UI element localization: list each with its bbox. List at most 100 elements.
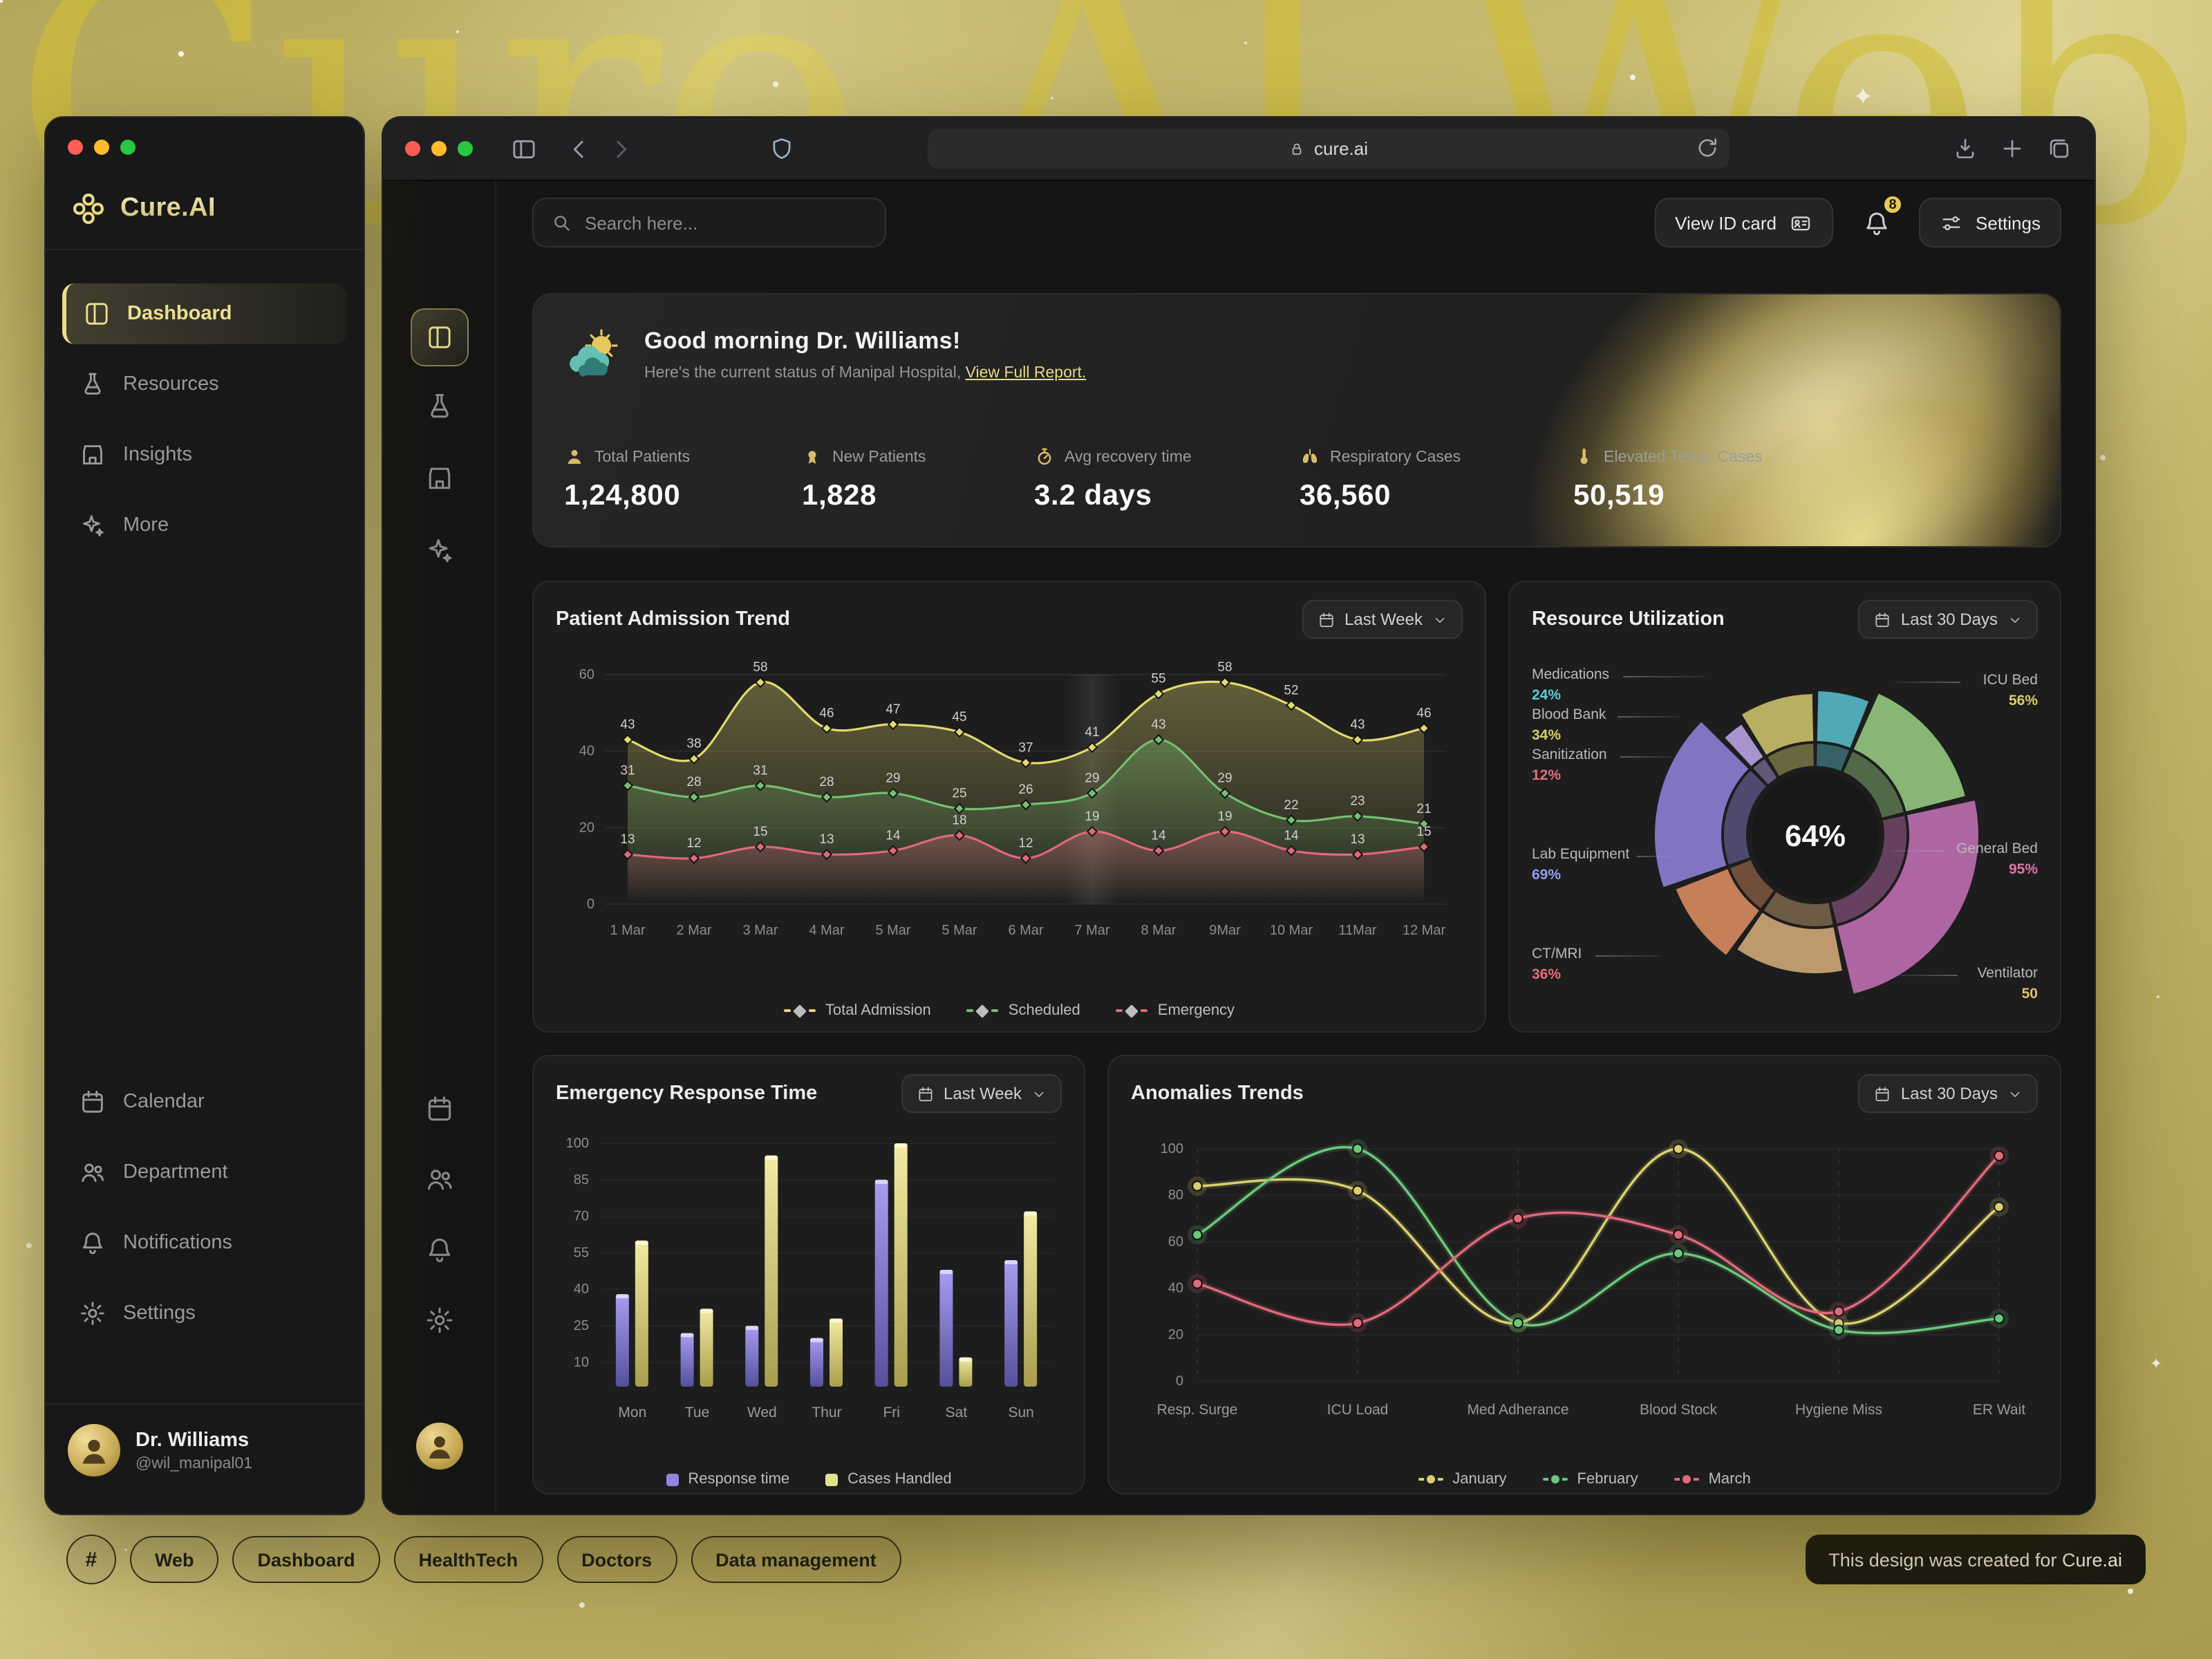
svg-text:15: 15 (753, 825, 767, 839)
lock-icon (1289, 140, 1306, 157)
sidebar-toggle-button[interactable] (506, 131, 542, 167)
rail-notifications-icon[interactable] (424, 1235, 454, 1265)
rail-dashboard-icon[interactable] (410, 308, 468, 366)
maximize-button[interactable] (120, 140, 135, 155)
svg-text:19: 19 (1085, 809, 1099, 824)
svg-text:Mon: Mon (618, 1405, 646, 1421)
brand-name: Cure.AI (120, 194, 216, 223)
leader-line (1637, 856, 1673, 857)
search-input[interactable] (585, 212, 868, 233)
minimize-button[interactable] (431, 141, 447, 156)
sidebar-item-department[interactable]: Department (62, 1142, 347, 1203)
window-controls (405, 141, 473, 156)
stat-value: 36,560 (1300, 480, 1391, 512)
notifications-button[interactable]: 8 (1853, 194, 1904, 246)
svg-text:3 Mar: 3 Mar (742, 923, 778, 938)
sliders-icon (1940, 211, 1963, 234)
stat-avg-recovery: Avg recovery time 3.2 days (1034, 447, 1300, 513)
tab-overview-icon[interactable] (2046, 135, 2072, 162)
svg-text:60: 60 (1168, 1234, 1183, 1249)
tag-data-management[interactable]: Data management (691, 1536, 901, 1583)
stat-new-patients: New Patients 1,828 (802, 447, 1034, 513)
rail-department-icon[interactable] (424, 1164, 454, 1194)
calendar-icon (916, 1085, 934, 1103)
legend-marker (666, 1473, 679, 1485)
hash-tag[interactable]: # (66, 1535, 116, 1584)
sidebar-item-more[interactable]: More (62, 495, 347, 556)
rail-settings-icon[interactable] (424, 1305, 454, 1335)
card-title: Resource Utilization (1532, 608, 1725, 630)
tag-doctors[interactable]: Doctors (556, 1536, 677, 1583)
card-title: Anomalies Trends (1131, 1082, 1304, 1105)
close-button[interactable] (405, 141, 420, 156)
forward-button[interactable] (603, 131, 639, 167)
flask-icon (79, 371, 106, 398)
svg-text:5 Mar: 5 Mar (941, 923, 977, 938)
svg-text:20: 20 (579, 820, 594, 835)
sidebar-item-label: Settings (123, 1302, 196, 1324)
rail-more-icon[interactable] (424, 535, 454, 565)
svg-text:43: 43 (620, 718, 635, 732)
sidebar-item-insights[interactable]: Insights (62, 424, 347, 485)
maximize-button[interactable] (458, 141, 473, 156)
tag-dashboard[interactable]: Dashboard (232, 1536, 380, 1583)
back-button[interactable] (561, 131, 597, 167)
sidebar-item-calendar[interactable]: Calendar (62, 1071, 347, 1132)
svg-text:12 Mar: 12 Mar (1403, 923, 1446, 938)
time-range-dropdown[interactable]: Last Week (1302, 600, 1463, 639)
browser-actions (1952, 135, 2072, 162)
svg-text:20: 20 (1168, 1327, 1183, 1342)
sidebar-item-label: Department (123, 1161, 228, 1183)
design-credit-note: This design was created for Cure.ai (1805, 1535, 2146, 1584)
user-handle: @wil_manipal01 (135, 1455, 253, 1472)
address-bar[interactable]: cure.ai (928, 129, 1730, 169)
tag-healthtech[interactable]: HealthTech (393, 1536, 543, 1583)
refresh-icon[interactable] (1695, 135, 1720, 160)
close-button[interactable] (68, 140, 83, 155)
shield-icon (769, 135, 795, 162)
time-range-dropdown[interactable]: Last 30 Days (1857, 1074, 2038, 1113)
view-full-report-link[interactable]: View Full Report. (965, 365, 1087, 382)
svg-text:Sat: Sat (946, 1405, 968, 1421)
rail-resources-icon[interactable] (424, 391, 454, 422)
svg-text:Med Adherance: Med Adherance (1467, 1402, 1568, 1418)
chevron-down-icon (2007, 1086, 2023, 1101)
donut-label-general-bed: General Bed 95% (1956, 841, 2038, 879)
legend-marker (1542, 1478, 1568, 1481)
rail-calendar-icon[interactable] (424, 1094, 454, 1124)
tag-web[interactable]: Web (130, 1536, 219, 1583)
sparkle-icon: ✦ (1853, 83, 1874, 111)
bars-legend: Response time Cases Handled (556, 1471, 1062, 1488)
new-tab-icon[interactable] (1999, 135, 2025, 162)
legend-marker (1116, 1004, 1148, 1018)
svg-text:64%: 64% (1785, 819, 1846, 853)
svg-text:31: 31 (753, 763, 767, 778)
svg-text:46: 46 (1416, 706, 1431, 720)
view-id-card-button[interactable]: View ID card (1654, 198, 1834, 247)
user-profile[interactable]: Dr. Williams @wil_manipal01 (46, 1403, 364, 1477)
svg-text:58: 58 (753, 660, 767, 675)
avatar[interactable] (415, 1423, 462, 1470)
browser-chrome: cure.ai (383, 118, 2094, 181)
time-range-dropdown[interactable]: Last 30 Days (1857, 600, 2038, 639)
sidebar-item-settings[interactable]: Settings (62, 1283, 347, 1344)
minimize-button[interactable] (94, 140, 109, 155)
sidebar-item-dashboard[interactable]: Dashboard (62, 283, 347, 344)
window-controls (46, 118, 364, 155)
download-icon[interactable] (1952, 135, 1978, 162)
settings-button[interactable]: Settings (1919, 198, 2061, 247)
svg-text:58: 58 (1217, 660, 1232, 675)
stat-elevated-temp: Elevated Temp. Cases 50,519 (1573, 447, 1763, 513)
card-title: Patient Admission Trend (556, 608, 790, 630)
svg-text:37: 37 (1018, 740, 1033, 755)
time-range-dropdown[interactable]: Last Week (901, 1074, 1062, 1113)
stat-value: 3.2 days (1034, 480, 1152, 512)
search-box[interactable] (532, 198, 886, 247)
sidebar-item-notifications[interactable]: Notifications (62, 1212, 347, 1273)
top-header: View ID card 8 Settings (532, 194, 2061, 247)
sidebar-item-label: Resources (123, 373, 219, 395)
sidebar-item-resources[interactable]: Resources (62, 354, 347, 415)
range-label: Last Week (1344, 610, 1423, 629)
rail-insights-icon[interactable] (424, 463, 454, 494)
svg-text:12: 12 (1018, 836, 1033, 851)
